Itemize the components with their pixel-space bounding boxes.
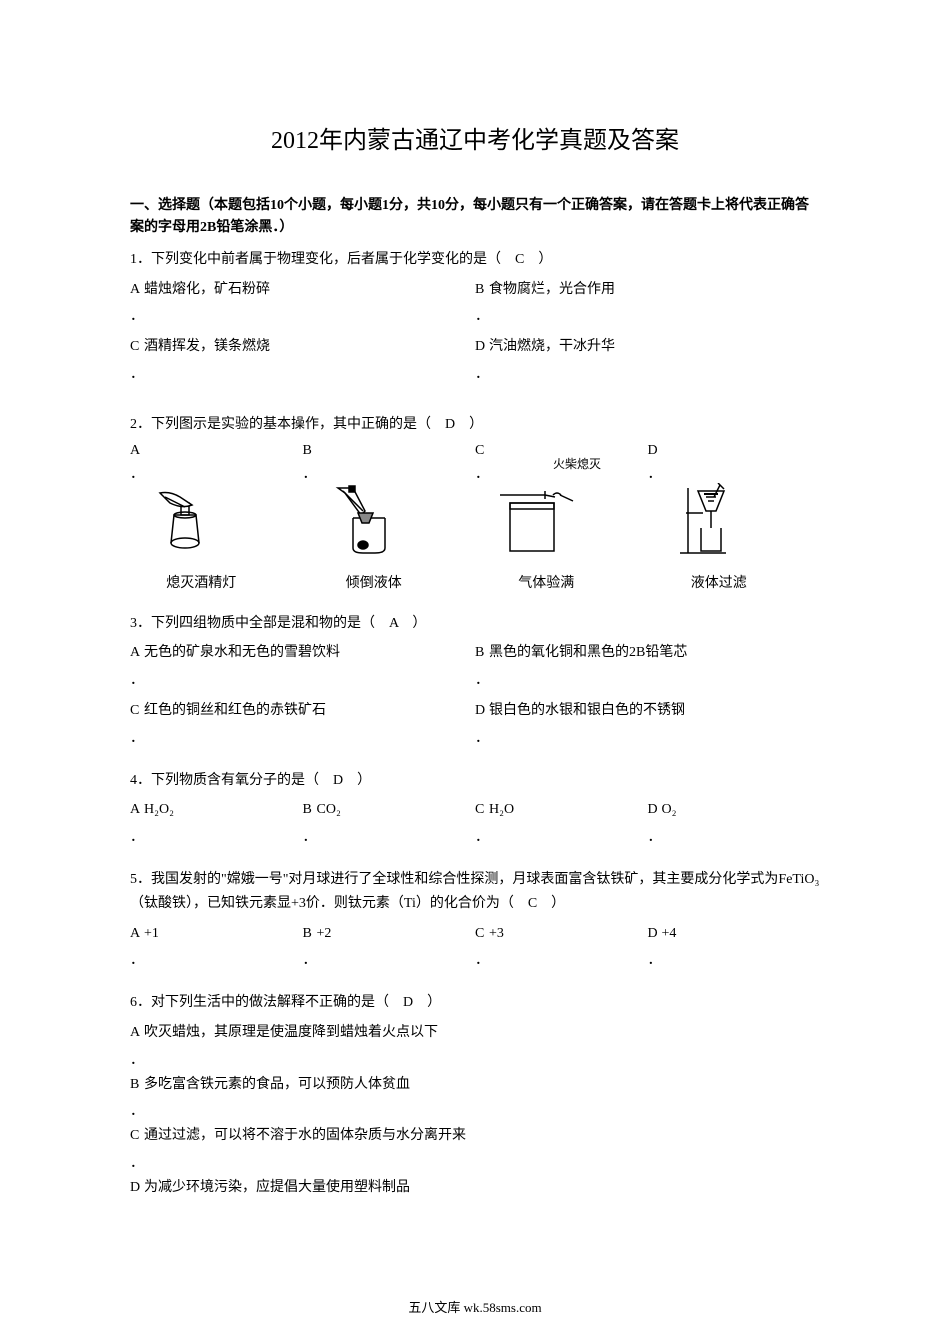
q2-figure-B [303,483,476,558]
q1-C-text: 酒精挥发，镁条燃烧 [144,339,270,354]
q2-captions-row: 熄灭酒精灯 倾倒液体 气体验满 液体过滤 [130,566,820,592]
q2-cap-C: 气体验满 [475,572,648,592]
q1-A-letter: A [130,278,144,302]
q5-B-text: +2 [317,926,332,941]
q1-A-dot: ． [130,305,475,329]
q5-A-letter: A [130,922,144,946]
q4-D-letter: D [648,798,662,822]
q2-B-dot: ． [303,463,476,483]
section-header: 一、选择题（本题包括10个小题，每小题1分，共10分，每小题只有一个正确答案，请… [130,195,820,240]
q2-options-row: A ． B ． [130,443,820,558]
q3-options-row1: A无色的矿泉水和无色的雪碧饮料 ． B黑色的氧化铜和黑色的2B铅笔芯 ． [130,641,820,693]
q3-D-letter: D [475,699,489,723]
q5-B-letter: B [303,922,317,946]
q3-B-text: 黑色的氧化铜和黑色的2B铅笔芯 [489,645,687,660]
q3-B-dot: ． [475,669,820,693]
q6-C-text: 通过过滤，可以将不溶于水的固体杂质与水分离开来 [144,1128,466,1143]
q5-C-letter: C [475,922,489,946]
q1-options-row2: C酒精挥发，镁条燃烧 ． D汽油燃烧，干冰升华 ． [130,335,820,387]
page-title: 2012年内蒙古通辽中考化学真题及答案 [130,120,820,155]
q2-figure-A [130,483,303,558]
q3-C-dot: ． [130,727,475,751]
q4-A-dot: ． [130,826,303,850]
q2-D-dot: ． [648,463,821,483]
q6-B-dot: ． [130,1100,820,1124]
q2-cap-D: 液体过滤 [648,572,821,592]
q3-A-letter: A [130,641,144,665]
q6-A-letter: A [130,1021,144,1045]
q2-col-B: B ． [303,443,476,558]
q1-D-letter: D [475,335,489,359]
q4-B-letter: B [303,798,317,822]
q4-stem: 4．下列物质含有氧分子的是（ D ） [130,769,820,793]
q6-D-letter: D [130,1176,144,1200]
q5-B-dot: ． [303,949,476,973]
q4-B-text: CO₂ [317,802,341,817]
q5-options-row: A+1 ． B+2 ． C+3 ． D+4 ． [130,922,820,974]
q4-D-dot: ． [648,826,821,850]
q2-B-letter: B [303,443,476,459]
q2-col-D: D ． [648,443,821,558]
q4-D-text: O₂ [662,802,677,817]
q2-figure-C [475,483,648,558]
q6-B-letter: B [130,1073,144,1097]
q4-options-row: AH₂O₂ ． BCO₂ ． CH₂O ． DO₂ ． [130,798,820,850]
q1-options-row1: A蜡烛熔化，矿石粉碎 ． B食物腐烂，光合作用 ． [130,278,820,330]
q1-D-text: 汽油燃烧，干冰升华 [489,339,615,354]
q3-options-row2: C红色的铜丝和红色的赤铁矿石 ． D银白色的水银和银白色的不锈钢 ． [130,699,820,751]
q6-A-dot: ． [130,1049,820,1073]
q2-A-dot: ． [130,463,303,483]
q5-A-dot: ． [130,949,303,973]
q3-A-text: 无色的矿泉水和无色的雪碧饮料 [144,645,340,660]
q5-D-text: +4 [662,926,677,941]
q1-A-text: 蜡烛熔化，矿石粉碎 [144,282,270,297]
q1-B-letter: B [475,278,489,302]
q2-col-C: C ． 火柴熄灭 [475,443,648,558]
q6-stem: 6．对下列生活中的做法解释不正确的是（ D ） [130,991,820,1015]
q5-D-dot: ． [648,949,821,973]
q5-A-text: +1 [144,926,159,941]
q6-C-dot: ． [130,1152,820,1176]
q1-stem: 1．下列变化中前者属于物理变化，后者属于化学变化的是（ C ） [130,248,820,272]
q3-A-dot: ． [130,669,475,693]
q3-C-text: 红色的铜丝和红色的赤铁矿石 [144,703,326,718]
q2-fire-label: 火柴熄灭 [553,455,601,472]
q1-B-text: 食物腐烂，光合作用 [489,282,615,297]
q4-B-dot: ． [303,826,476,850]
q3-B-letter: B [475,641,489,665]
footer-text: 五八文库 wk.58sms.com [0,1297,950,1316]
q2-D-letter: D [648,443,821,459]
q3-D-dot: ． [475,727,820,751]
q1-D-dot: ． [475,363,820,387]
q6-C-letter: C [130,1124,144,1148]
q1-C-dot: ． [130,363,475,387]
q6-A-text: 吹灭蜡烛，其原理是使温度降到蜡烛着火点以下 [144,1025,438,1040]
q1-B-dot: ． [475,305,820,329]
q5-C-text: +3 [489,926,504,941]
q2-A-letter: A [130,443,303,459]
q3-C-letter: C [130,699,144,723]
q5-D-letter: D [648,922,662,946]
q6-D-text: 为减少环境污染，应提倡大量使用塑料制品 [144,1180,410,1195]
q2-stem: 2．下列图示是实验的基本操作，其中正确的是（ D ） [130,413,820,437]
q4-C-letter: C [475,798,489,822]
q4-C-dot: ． [475,826,648,850]
q3-D-text: 银白色的水银和银白色的不锈钢 [489,703,685,718]
q5-stem: 5．我国发射的"嫦娥一号"对月球进行了全球性和综合性探测，月球表面富含钛铁矿，其… [130,868,820,916]
q2-col-A: A ． [130,443,303,558]
q5-C-dot: ． [475,949,648,973]
q4-C-text: H₂O [489,802,514,817]
q4-A-letter: A [130,798,144,822]
q6-B-text: 多吃富含铁元素的食品，可以预防人体贫血 [144,1077,410,1092]
q2-cap-B: 倾倒液体 [303,572,476,592]
q6-options: A吹灭蜡烛，其原理是使温度降到蜡烛着火点以下 ． B多吃富含铁元素的食品，可以预… [130,1021,820,1200]
q1-C-letter: C [130,335,144,359]
q3-stem: 3．下列四组物质中全部是混和物的是（ A ） [130,612,820,636]
q2-figure-D [648,483,821,558]
q2-cap-A: 熄灭酒精灯 [130,572,303,592]
q4-A-text: H₂O₂ [144,802,174,817]
